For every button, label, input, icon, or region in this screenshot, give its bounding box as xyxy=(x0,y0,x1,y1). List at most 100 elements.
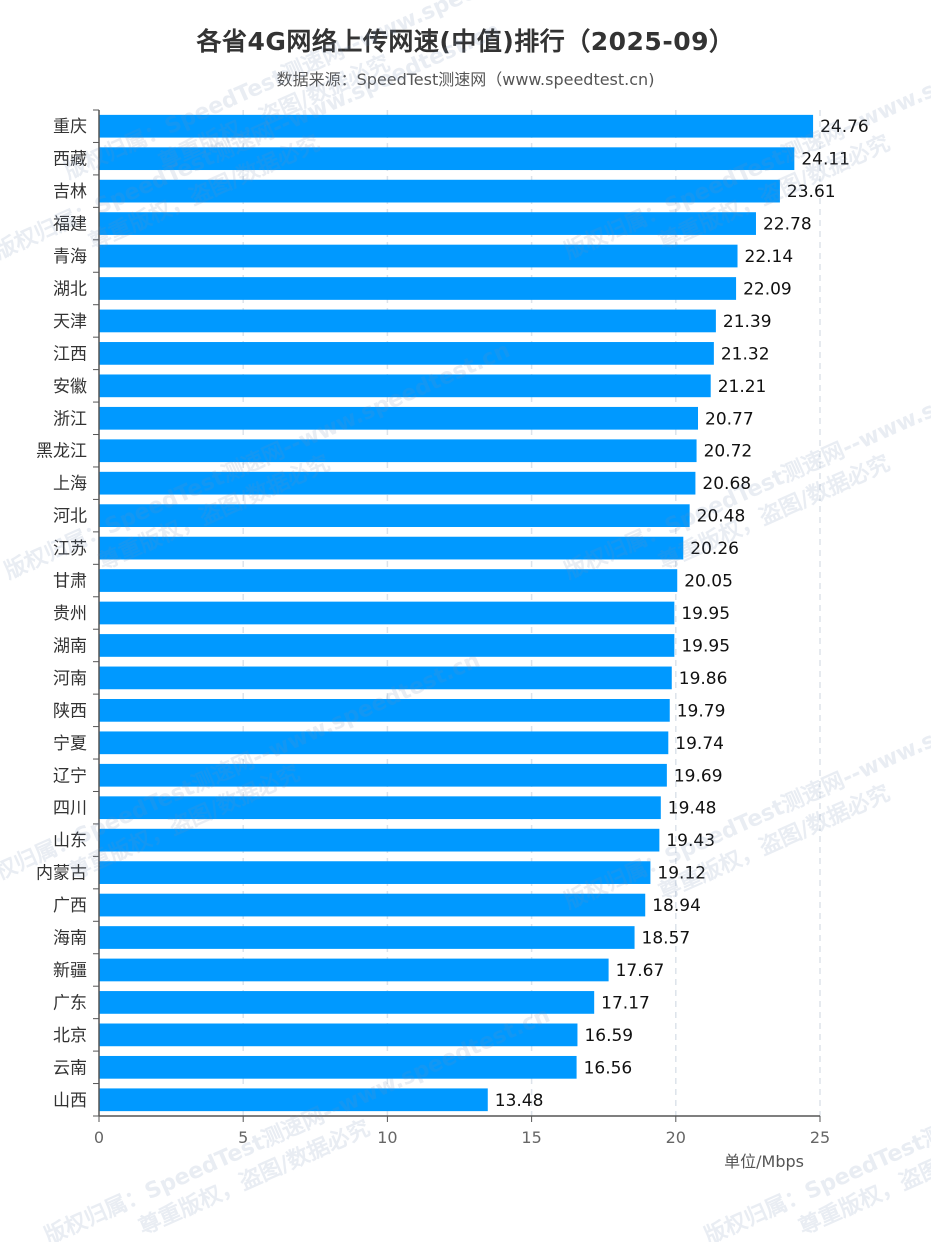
bar-value-label: 18.57 xyxy=(642,929,691,949)
bar-value-label: 18.94 xyxy=(652,896,701,916)
bar-value-label: 21.21 xyxy=(718,377,767,397)
bar-value-label: 20.05 xyxy=(684,572,733,592)
y-category-label: 河北 xyxy=(53,507,87,527)
y-category-label: 海南 xyxy=(53,929,87,949)
bar xyxy=(99,374,711,398)
bar xyxy=(99,796,661,820)
y-category-label: 江西 xyxy=(53,344,87,364)
bar xyxy=(99,471,696,495)
y-category-label: 黑龙江 xyxy=(36,442,87,462)
bar-value-label: 13.48 xyxy=(495,1091,544,1111)
bar xyxy=(99,406,699,430)
axes xyxy=(93,109,820,1117)
y-category-label: 山西 xyxy=(53,1091,87,1111)
y-category-label: 山东 xyxy=(53,831,87,851)
bar xyxy=(99,731,669,755)
bar-value-label: 19.74 xyxy=(675,734,724,754)
x-tick-label: 25 xyxy=(810,1128,830,1147)
bar xyxy=(99,828,660,852)
bar xyxy=(99,244,738,268)
y-category-label: 甘肃 xyxy=(53,572,87,592)
bar-value-label: 17.67 xyxy=(616,961,665,981)
bar xyxy=(99,1088,488,1112)
bar xyxy=(99,958,609,982)
bar xyxy=(99,504,690,528)
chart-subtitle: 数据来源：SpeedTest测速网（www.speedtest.cn) xyxy=(276,70,655,89)
y-category-label: 广西 xyxy=(53,896,87,916)
bar-value-label: 22.14 xyxy=(745,247,794,267)
y-category-label: 湖北 xyxy=(53,279,87,299)
bar-value-label: 22.09 xyxy=(743,279,792,299)
bar-value-label: 23.61 xyxy=(787,182,836,202)
y-category-label: 青海 xyxy=(53,247,87,267)
bar-value-label: 24.11 xyxy=(801,150,850,170)
chart-title: 各省4G网络上传网速(中值)排行（2025-09） xyxy=(196,27,735,56)
bar xyxy=(99,342,714,365)
bar-value-label: 19.69 xyxy=(674,766,723,786)
y-category-label: 福建 xyxy=(53,215,87,235)
y-category-label: 湖南 xyxy=(53,636,87,656)
y-category-label: 贵州 xyxy=(53,604,87,624)
bar-value-label: 24.76 xyxy=(820,117,869,137)
bar-value-label: 16.56 xyxy=(584,1058,633,1078)
bar xyxy=(99,569,678,592)
bar xyxy=(99,1023,578,1047)
y-category-label: 四川 xyxy=(53,799,87,819)
bar xyxy=(99,536,684,560)
bar xyxy=(99,893,646,917)
bars xyxy=(99,114,814,1112)
bar xyxy=(99,991,595,1014)
bar xyxy=(99,1055,577,1079)
bar-value-label: 21.32 xyxy=(721,344,770,364)
bar xyxy=(99,698,670,722)
x-axis-unit-label: 单位/Mbps xyxy=(724,1152,804,1171)
bar-value-label: 20.48 xyxy=(697,507,746,527)
y-category-label: 河南 xyxy=(53,669,87,689)
bar xyxy=(99,634,675,657)
y-category-label: 江苏 xyxy=(53,539,87,559)
bar xyxy=(99,601,675,625)
bar-value-label: 20.68 xyxy=(702,474,751,494)
x-tick-label: 20 xyxy=(666,1128,686,1147)
y-category-label: 宁夏 xyxy=(53,734,87,754)
y-category-label: 上海 xyxy=(53,474,87,494)
bar xyxy=(99,439,697,463)
y-category-label: 广东 xyxy=(53,993,87,1013)
bar-value-label: 20.26 xyxy=(690,539,739,559)
bar-value-label: 19.43 xyxy=(666,831,715,851)
bar-value-label: 19.86 xyxy=(679,669,728,689)
y-category-label: 安徽 xyxy=(53,377,87,397)
y-category-label: 新疆 xyxy=(53,961,87,981)
bar-value-label: 19.95 xyxy=(681,636,730,656)
bar xyxy=(99,763,667,787)
x-tick-label: 0 xyxy=(94,1128,104,1147)
bar-value-label: 22.78 xyxy=(763,215,812,235)
bar xyxy=(99,147,795,171)
bar xyxy=(99,212,756,235)
y-category-label: 西藏 xyxy=(53,150,87,170)
bar-value-label: 20.77 xyxy=(705,409,754,429)
y-category-label: 天津 xyxy=(53,312,87,332)
y-category-label: 云南 xyxy=(53,1058,87,1078)
bar-value-label: 20.72 xyxy=(704,442,753,462)
bar xyxy=(99,114,814,138)
y-category-label: 重庆 xyxy=(53,117,87,137)
bar-value-label: 19.12 xyxy=(657,864,706,884)
y-category-label: 内蒙古 xyxy=(36,864,87,884)
bar-value-label: 19.79 xyxy=(677,701,726,721)
bar-value-label: 17.17 xyxy=(601,993,650,1013)
value-labels: 24.76 24.11 23.61 22.78 22.14 22.09 21.39 21.32… xyxy=(495,117,869,1111)
bar xyxy=(99,309,716,333)
x-tick-label: 15 xyxy=(521,1128,541,1147)
bar-value-label: 21.39 xyxy=(723,312,772,332)
bar-value-label: 19.95 xyxy=(681,604,730,624)
bar xyxy=(99,666,672,690)
bar xyxy=(99,277,737,300)
bar xyxy=(99,179,780,203)
bar-value-label: 19.48 xyxy=(668,799,717,819)
bar-value-label: 16.59 xyxy=(584,1026,633,1046)
y-category-label: 浙江 xyxy=(53,409,87,429)
y-category-label: 北京 xyxy=(53,1026,87,1046)
x-tick-label: 10 xyxy=(377,1128,397,1147)
